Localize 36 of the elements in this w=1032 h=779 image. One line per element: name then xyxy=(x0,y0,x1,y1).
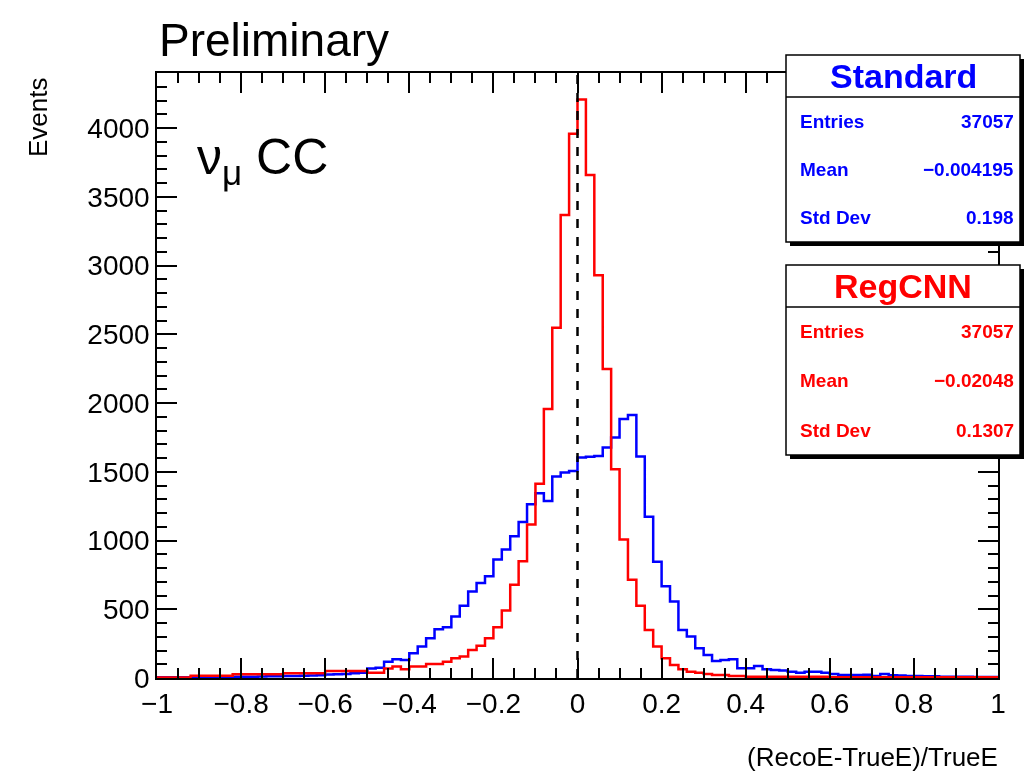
annotation: Entries xyxy=(800,111,865,132)
annotation: 37057 xyxy=(961,111,1014,132)
annotation: −0.004195 xyxy=(923,159,1014,180)
x-tick-label: −0.8 xyxy=(213,688,269,720)
y-tick-label: 500 xyxy=(102,594,150,626)
x-tick-label: −0.2 xyxy=(465,688,522,720)
y-tick-label: 3500 xyxy=(87,181,150,213)
chart-title: Preliminary xyxy=(159,14,390,66)
annotation: Mean xyxy=(800,370,849,391)
y-tick-label: 4000 xyxy=(87,112,150,144)
x-tick-label: 0.2 xyxy=(642,688,682,720)
x-tick-label: −0.4 xyxy=(381,688,437,720)
y-tick-label: 3000 xyxy=(87,250,150,282)
annotation: ν$_{μ}$ CC xyxy=(197,129,329,192)
x-axis-title: (RecoE-TrueE)/TrueE xyxy=(747,742,998,772)
text: Standard xyxy=(830,57,978,95)
x-tick-label: 0.8 xyxy=(894,688,934,720)
x-tick-label: 1 xyxy=(990,688,1006,720)
x-tick-label: 0 xyxy=(569,688,586,720)
annotation: 37057 xyxy=(961,321,1014,342)
annotation: Mean xyxy=(800,159,849,180)
y-tick-label: 1500 xyxy=(87,456,150,488)
annotation: Entries xyxy=(800,321,865,342)
x-tick-label: 0.6 xyxy=(810,688,850,720)
annotation: Std Dev xyxy=(800,420,872,441)
text: RegCNN xyxy=(834,267,972,305)
x-tick-label: 0.4 xyxy=(726,688,766,720)
y-tick-label: 2500 xyxy=(87,319,150,351)
y-tick-label: 1000 xyxy=(87,525,150,557)
annotation: −0.02048 xyxy=(934,370,1014,391)
annotation: 0.1307 xyxy=(956,420,1015,441)
y-tick-label: 2000 xyxy=(87,387,150,419)
x-tick-label: −0.6 xyxy=(297,688,353,720)
y-axis-title: Events xyxy=(23,77,53,157)
annotation: 0.198 xyxy=(966,207,1014,228)
annotation: Std Dev xyxy=(800,207,872,228)
